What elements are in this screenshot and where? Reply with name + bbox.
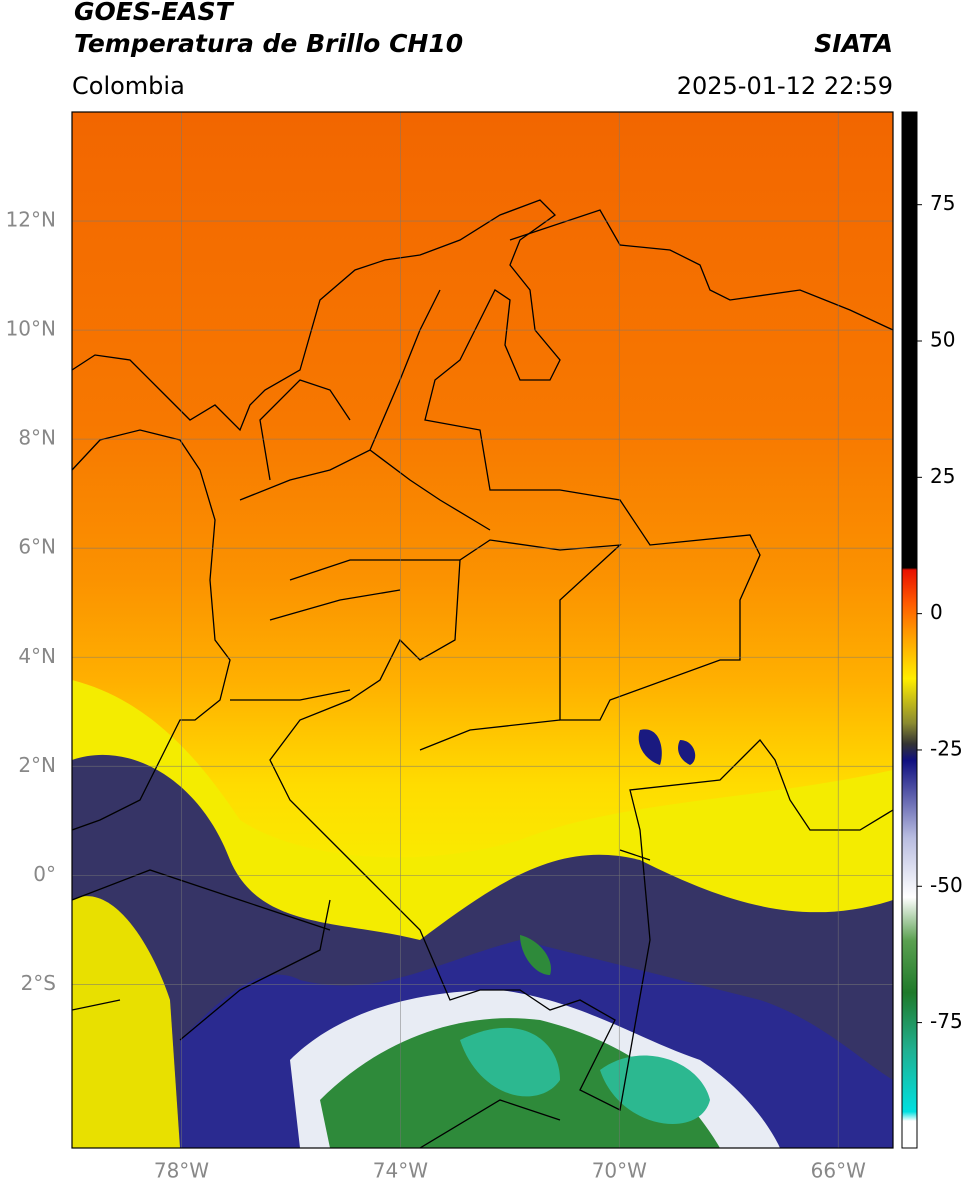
lat-tick-label: 2°S: [21, 971, 56, 995]
colorbar-tick-label: 75: [930, 191, 955, 215]
lat-tick-label: 10°N: [6, 317, 56, 341]
colorbar: [901, 111, 918, 1149]
title: GOES-EAST: [74, 0, 235, 26]
satellite-image: [72, 112, 893, 1148]
lat-tick-label: 2°N: [18, 753, 56, 777]
lat-tick-label: 12°N: [6, 208, 56, 232]
region: Colombia: [72, 72, 185, 100]
timestamp: 2025-01-12 22:59: [677, 72, 893, 100]
lat-tick-label: 6°N: [18, 535, 56, 559]
lon-tick-label: 78°W: [154, 1159, 209, 1183]
source: SIATA: [814, 29, 893, 58]
graticule: [72, 112, 893, 1148]
colorbar-tick-label: 0: [930, 600, 943, 624]
lon-tick-label: 74°W: [373, 1159, 428, 1183]
colorbar-tick-label: 25: [930, 464, 955, 488]
lon-tick-label: 66°W: [811, 1159, 866, 1183]
colorbar-tick-label: -50: [930, 873, 963, 897]
colorbar-tick-label: -75: [930, 1009, 963, 1033]
lat-tick-label: 8°N: [18, 426, 56, 450]
borders: [72, 199, 893, 1148]
lat-tick-label: 4°N: [18, 644, 56, 668]
map-frame: [71, 111, 894, 1149]
colorbar-tick-label: 50: [930, 328, 955, 352]
lat-tick-label: 0°: [33, 862, 56, 886]
subtitle: Temperatura de Brillo CH10: [74, 29, 463, 58]
lon-tick-label: 70°W: [592, 1159, 647, 1183]
colorbar-tick-label: -25: [930, 736, 963, 760]
